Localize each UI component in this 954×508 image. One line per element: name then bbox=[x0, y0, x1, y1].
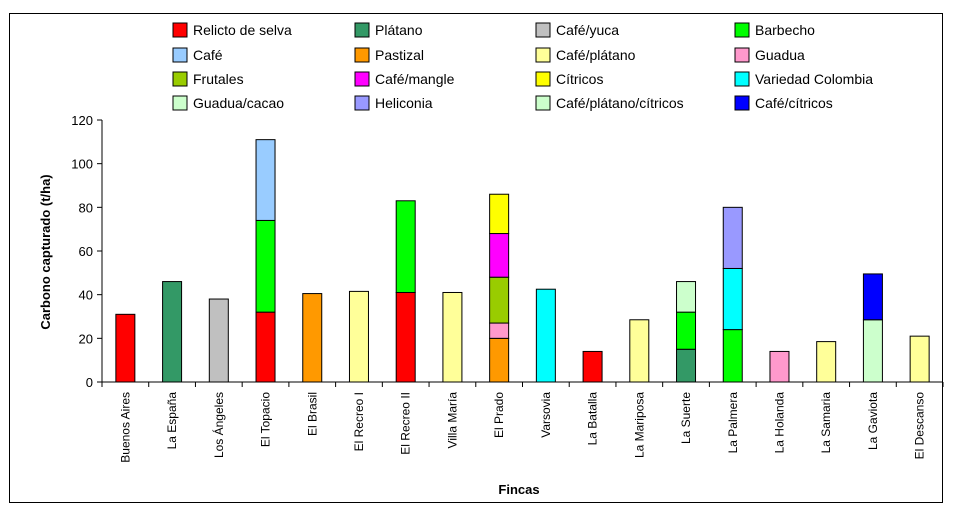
bar-segment bbox=[255, 219, 276, 313]
x-tick-label: El Brasil bbox=[305, 392, 319, 436]
legend-swatch bbox=[734, 47, 750, 63]
chart-frame bbox=[9, 13, 943, 503]
legend-swatch bbox=[172, 95, 188, 111]
bar-segment bbox=[489, 322, 510, 339]
bar-segment bbox=[395, 291, 416, 383]
legend-swatch bbox=[535, 95, 551, 111]
legend-label: Variedad Colombia bbox=[755, 71, 873, 87]
bar-segment bbox=[676, 311, 697, 350]
y-tick-label: 80 bbox=[79, 200, 93, 215]
bar-segment bbox=[535, 288, 556, 383]
y-axis-label: Carbono capturado (t/ha) bbox=[38, 174, 53, 329]
bar-segment bbox=[629, 319, 650, 383]
bar-segment bbox=[909, 335, 930, 383]
y-tick-label: 40 bbox=[79, 288, 93, 303]
bar-segment bbox=[722, 206, 743, 269]
legend-label: Guadua/cacao bbox=[193, 95, 284, 111]
legend-swatch bbox=[734, 71, 750, 87]
legend-label: Relicto de selva bbox=[193, 22, 292, 38]
bar-segment bbox=[302, 293, 323, 383]
bar-segment bbox=[348, 290, 369, 383]
x-tick-label: La Suerte bbox=[679, 392, 693, 444]
x-tick-label: Villa María bbox=[445, 392, 459, 449]
legend-swatch bbox=[535, 47, 551, 63]
bar-segment bbox=[489, 276, 510, 324]
legend-label: Café/mangle bbox=[375, 71, 455, 87]
x-tick-label: La España bbox=[165, 392, 179, 450]
bar-segment bbox=[208, 298, 229, 383]
bar-segment bbox=[489, 193, 510, 235]
x-tick-label: El Topacio bbox=[259, 392, 273, 447]
x-tick-label: La Holanda bbox=[772, 392, 786, 454]
bar-segment bbox=[162, 281, 183, 383]
legend-label: Plátano bbox=[375, 22, 423, 38]
legend-swatch bbox=[734, 22, 750, 38]
y-tick-label: 60 bbox=[79, 244, 93, 259]
x-tick-label: La Samaria bbox=[819, 392, 833, 454]
legend-label: Cítricos bbox=[556, 71, 603, 87]
legend-swatch bbox=[354, 22, 370, 38]
bar-segment bbox=[489, 233, 510, 278]
bar-segment bbox=[722, 267, 743, 331]
legend-swatch bbox=[734, 95, 750, 111]
x-tick-label: El Recreo II bbox=[399, 392, 413, 455]
x-axis-label: Fincas bbox=[498, 482, 539, 497]
y-tick-label: 120 bbox=[71, 113, 93, 128]
legend-swatch bbox=[535, 22, 551, 38]
legend-swatch bbox=[535, 71, 551, 87]
legend: Relicto de selva Plátano Café/yuca Barbecho… bbox=[172, 22, 873, 111]
x-tick-label: Los Ángeles bbox=[211, 392, 226, 458]
bar-segment bbox=[395, 200, 416, 293]
bar-segment bbox=[255, 311, 276, 383]
axes: 0 20 40 60 80 100 120 Buenos Aires La España Los … bbox=[71, 113, 944, 463]
bar-segment bbox=[862, 319, 883, 383]
legend-label: Café bbox=[193, 47, 223, 63]
bar-segment bbox=[255, 139, 276, 221]
legend-swatch bbox=[172, 22, 188, 38]
legend-label: Heliconia bbox=[375, 95, 433, 111]
bar-segment bbox=[582, 350, 603, 383]
bar-segment bbox=[115, 313, 136, 383]
legend-label: Pastizal bbox=[375, 47, 424, 63]
y-tick-label: 100 bbox=[71, 157, 93, 172]
x-tick-label: Buenos Aires bbox=[118, 392, 132, 463]
legend-label: Barbecho bbox=[755, 22, 815, 38]
legend-label: Café/yuca bbox=[556, 22, 619, 38]
legend-swatch bbox=[354, 47, 370, 63]
x-tick-label: El Descanso bbox=[913, 392, 927, 460]
legend-swatch bbox=[354, 95, 370, 111]
bar-segment bbox=[489, 337, 510, 383]
legend-label: Café/cítricos bbox=[755, 95, 833, 111]
bar-segment bbox=[442, 291, 463, 383]
legend-label: Guadua bbox=[755, 47, 805, 63]
x-tick-label: La Mariposa bbox=[632, 392, 646, 458]
x-tick-label: La Batalla bbox=[586, 392, 600, 446]
bar-segment bbox=[676, 281, 697, 313]
x-tick-label: El Prado bbox=[492, 392, 506, 438]
y-tick-label: 20 bbox=[79, 331, 93, 346]
legend-swatch bbox=[172, 47, 188, 63]
bar-segment bbox=[769, 350, 790, 383]
legend-label: Café/plátano/cítricos bbox=[556, 95, 684, 111]
x-tick-label: El Recreo I bbox=[352, 392, 366, 451]
x-tick-label: Varsovia bbox=[539, 392, 553, 438]
legend-swatch bbox=[172, 71, 188, 87]
legend-swatch bbox=[354, 71, 370, 87]
bar-segment bbox=[722, 329, 743, 383]
bar-segment bbox=[862, 273, 883, 321]
x-tick-label: La Palmera bbox=[726, 392, 740, 454]
x-tick-label: La Gaviota bbox=[866, 392, 880, 450]
legend-label: Frutales bbox=[193, 71, 244, 87]
bars bbox=[115, 139, 930, 383]
bar-segment bbox=[816, 341, 837, 383]
bar-segment bbox=[676, 348, 697, 383]
legend-label: Café/plátano bbox=[556, 47, 636, 63]
y-tick-label: 0 bbox=[86, 375, 93, 390]
